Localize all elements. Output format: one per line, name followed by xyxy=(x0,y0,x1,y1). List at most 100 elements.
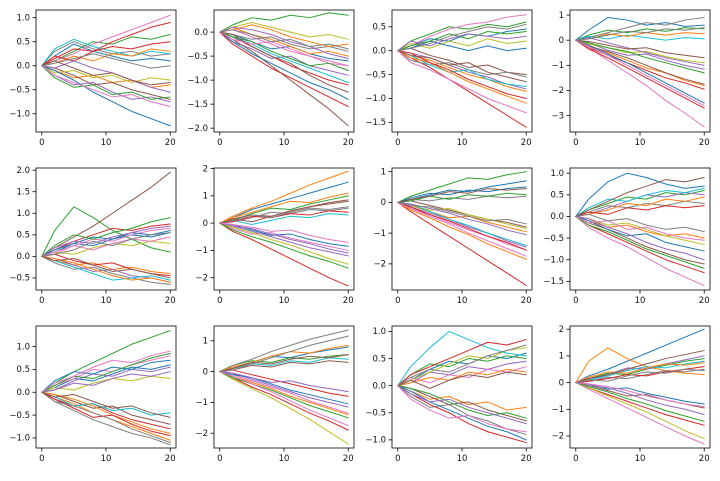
subplot-cell-r1c3: 1.0 0.5 0.0 −0.5 −1.0 −1.5 0 10 20 xyxy=(537,161,715,319)
x-tick-label: 20 xyxy=(343,296,354,306)
series-line xyxy=(397,201,527,257)
y-tick-label: −1 xyxy=(195,246,208,256)
y-tick-label: 1.5 xyxy=(16,187,30,197)
series-line xyxy=(219,222,349,265)
y-tick-label: 0.5 xyxy=(550,191,564,201)
series-line xyxy=(219,21,349,40)
series-line xyxy=(41,53,171,69)
series-line xyxy=(575,39,705,74)
y-tick-label: 1 xyxy=(203,337,208,347)
series-line xyxy=(41,255,171,283)
y-tick-label: −1.0 xyxy=(543,255,564,265)
subplot-r0c1: 0.0 −0.5 −1.0 −1.5 −2.0 0 10 20 xyxy=(187,9,355,148)
y-tick-label: 1 xyxy=(381,167,386,177)
x-tick-label: 20 xyxy=(165,138,176,148)
series-line xyxy=(41,206,171,257)
subplot-cell-r2c0: 1.0 0.5 0.0 −0.5 −1.0 0 10 20 xyxy=(3,319,181,477)
series-line xyxy=(397,201,527,251)
y-tick-label: −1.5 xyxy=(365,118,386,128)
series-line xyxy=(575,382,705,422)
series-line xyxy=(41,41,171,67)
y-tick-label: −1 xyxy=(373,229,386,239)
series-line xyxy=(575,200,705,217)
y-tick-label: −1.5 xyxy=(187,100,208,110)
series-line xyxy=(397,201,527,225)
y-tick-label: −1 xyxy=(195,398,208,408)
x-tick-label: 0 xyxy=(217,296,222,306)
subplot-cell-r1c1: 2 1 0 −1 −2 0 10 20 xyxy=(181,161,359,319)
series-line xyxy=(41,391,171,444)
series-line xyxy=(575,39,705,64)
y-tick-label: 0 xyxy=(559,36,564,46)
subplot-r0c0: 1.0 0.5 0.0 −0.5 −1.0 0 10 20 xyxy=(9,9,177,148)
series-line xyxy=(219,371,349,445)
series-line xyxy=(575,328,705,384)
series-line xyxy=(575,39,705,85)
y-tick-label: 0.5 xyxy=(16,365,30,375)
x-tick-label: 20 xyxy=(343,138,354,148)
series-line xyxy=(397,360,527,387)
y-tick-label: 0.0 xyxy=(16,388,30,398)
series-line xyxy=(219,222,349,287)
subplot-r2c3: 210−1−20 10 20 xyxy=(551,325,711,464)
subplot-r1c0: 2.0 1.5 1.0 0.5 0.0 −0.5 0 10 20 xyxy=(9,166,177,306)
series-line xyxy=(397,371,527,389)
y-tick-label: −0.5 xyxy=(187,52,208,62)
subplot-cell-r1c2: 1 0 −1 −2 0 10 20 xyxy=(359,161,537,319)
subplot-cell-r0c3: 1 0 −1 −2 −3 0 10 20 xyxy=(537,3,715,161)
series-line xyxy=(219,24,349,47)
series-line xyxy=(41,375,171,393)
y-tick-label: 0.0 xyxy=(550,212,564,222)
series-line xyxy=(41,225,171,257)
series-line xyxy=(397,201,527,230)
series-line xyxy=(575,39,705,104)
series-line xyxy=(219,354,349,373)
series-line xyxy=(219,371,349,405)
series-line xyxy=(41,41,171,67)
series-line xyxy=(41,352,171,393)
series-line xyxy=(41,350,171,393)
y-tick-label: −2 xyxy=(551,432,564,442)
y-tick-label: −2.0 xyxy=(187,124,208,134)
y-tick-label: 0 xyxy=(203,219,208,229)
series-line xyxy=(575,39,705,90)
series-line xyxy=(41,391,171,434)
x-tick-label: 0 xyxy=(39,138,44,148)
y-tick-label: 1.0 xyxy=(16,342,30,352)
x-tick-label: 10 xyxy=(635,138,646,148)
x-tick-label: 10 xyxy=(457,138,468,148)
x-tick-label: 10 xyxy=(101,296,112,306)
x-tick-label: 20 xyxy=(699,296,710,306)
series-line xyxy=(397,50,527,128)
y-tick-label: 1 xyxy=(559,352,564,362)
y-tick-label: 2 xyxy=(203,164,208,174)
series-line xyxy=(41,60,171,93)
axes-frame xyxy=(391,167,533,291)
y-tick-label: 1.0 xyxy=(16,13,30,23)
series-line xyxy=(575,39,705,109)
series-line xyxy=(575,382,705,440)
y-tick-label: −2 xyxy=(551,86,564,96)
y-tick-label: 2 xyxy=(559,325,564,335)
x-tick-label: 10 xyxy=(635,454,646,464)
x-tick-label: 10 xyxy=(279,296,290,306)
series-line xyxy=(397,50,527,100)
y-tick-label: −2 xyxy=(195,273,208,283)
y-tick-label: 1.0 xyxy=(550,169,564,179)
series-line xyxy=(219,206,349,224)
y-tick-label: 0.0 xyxy=(16,252,30,262)
series-line xyxy=(575,39,705,59)
series-line xyxy=(397,344,527,387)
series-line xyxy=(575,215,705,287)
series-line xyxy=(397,201,527,260)
series-line xyxy=(219,222,349,251)
series-line xyxy=(219,210,349,224)
y-tick-label: −1.0 xyxy=(9,109,30,119)
y-tick-label: −0.5 xyxy=(9,411,30,421)
series-line xyxy=(41,359,171,393)
y-tick-label: −0.5 xyxy=(9,85,30,95)
series-line xyxy=(397,385,527,419)
series-line xyxy=(575,34,705,41)
series-line xyxy=(397,33,527,52)
series-line xyxy=(219,357,349,373)
